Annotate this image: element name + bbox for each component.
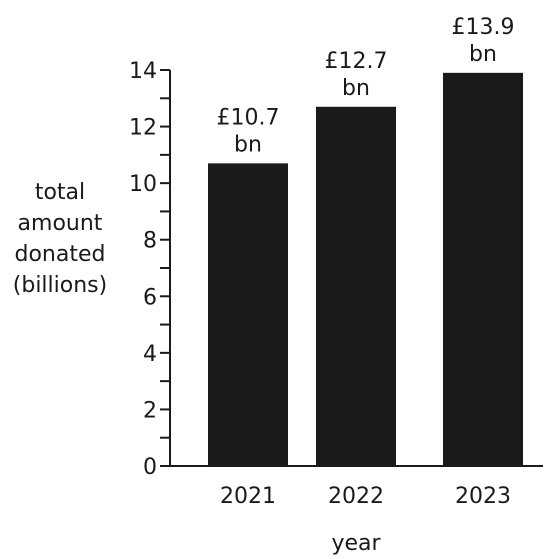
- x-tick-label: 2022: [328, 484, 384, 509]
- y-tick-label: 12: [129, 116, 157, 141]
- y-axis-title-line: total: [35, 180, 85, 205]
- y-tick-label: 10: [129, 172, 157, 197]
- x-tick-label: 2021: [220, 484, 276, 509]
- y-tick-label: 14: [129, 59, 157, 84]
- y-tick-label: 4: [143, 342, 157, 367]
- y-axis-title-line: amount: [18, 211, 103, 236]
- bar-value-label: bn: [234, 132, 262, 157]
- bar-value-label: £13.9: [452, 15, 515, 40]
- bar-value-label: £10.7: [217, 105, 280, 130]
- x-tick-label: 2023: [455, 484, 511, 509]
- bar-labels: £10.7bn£12.7bn£13.9bn: [217, 15, 515, 158]
- y-axis-title-line: donated: [15, 242, 106, 267]
- bar-value-label: bn: [342, 76, 370, 101]
- y-tick-label: 2: [143, 398, 157, 423]
- y-tick-label: 0: [143, 455, 157, 480]
- y-axis-title: total amount donated (billions): [13, 180, 107, 298]
- bar-2021: [208, 163, 288, 467]
- bar-value-label: bn: [469, 42, 497, 67]
- y-tick-label: 8: [143, 229, 157, 254]
- y-tick-label: 6: [143, 285, 157, 310]
- bar-value-label: £12.7: [325, 49, 388, 74]
- bar-2022: [316, 106, 396, 467]
- x-labels: 2021 2022 2023: [220, 484, 511, 509]
- x-axis-title: year: [331, 531, 381, 556]
- bars: [208, 72, 523, 467]
- bar-2023: [443, 72, 523, 466]
- y-axis: 0 2 4 6 8 10 12 14: [129, 59, 171, 480]
- y-axis-title-line: (billions): [13, 273, 107, 298]
